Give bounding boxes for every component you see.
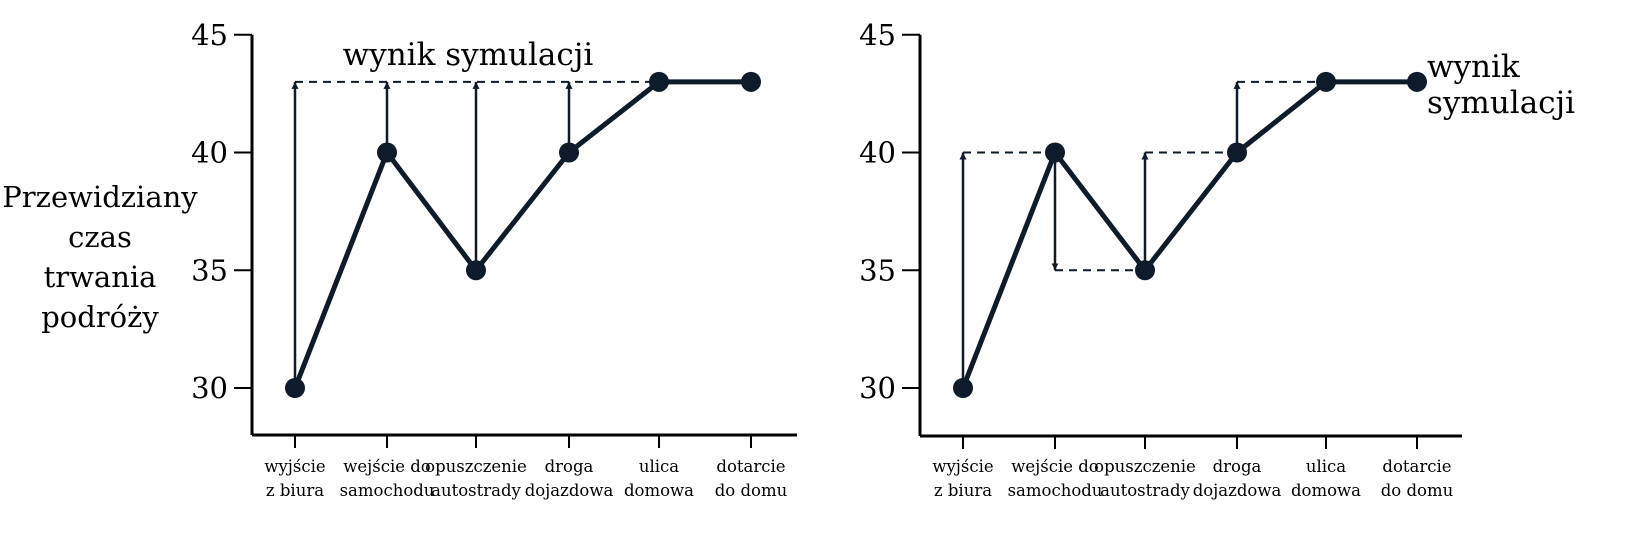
x-tick-label: opuszczenie	[1094, 457, 1196, 476]
y-tick-label: 45	[859, 18, 896, 52]
x-tick-label: domowa	[624, 481, 694, 500]
annotation-label: wynik symulacji	[343, 37, 594, 73]
x-tick-label: wejście do	[343, 457, 431, 476]
x-tick-label: ulica	[1306, 457, 1346, 476]
x-tick-label: z biura	[266, 481, 324, 500]
annotation-label: symulacji	[1427, 85, 1575, 121]
x-tick-label: dotarcie	[716, 457, 785, 476]
x-tick-label: z biura	[934, 481, 992, 500]
x-tick-label: samochodu	[340, 481, 435, 500]
data-point	[466, 260, 486, 281]
data-point	[559, 142, 579, 163]
data-point	[953, 378, 973, 398]
x-tick-label: ulica	[639, 457, 679, 476]
data-point	[1407, 71, 1427, 92]
y-tick-label: 30	[191, 371, 228, 405]
x-tick-label: wyjście	[264, 457, 325, 476]
y-tick-label: 30	[859, 371, 896, 405]
series-line	[292, 79, 751, 389]
x-tick-label: dojazdowa	[1193, 481, 1282, 500]
data-point	[1316, 71, 1336, 92]
x-tick-label: domowa	[1291, 481, 1361, 500]
data-point	[1045, 142, 1065, 163]
y-axis-label: czas	[68, 220, 132, 254]
data-point	[285, 378, 305, 398]
x-tick-label: droga	[1213, 457, 1262, 476]
x-tick-label: do domu	[1381, 481, 1454, 500]
data-point	[1227, 142, 1247, 163]
data-point	[649, 71, 669, 92]
x-tick-label: wyjście	[932, 457, 993, 476]
x-tick-label: autostrady	[1100, 481, 1190, 500]
data-point	[741, 71, 761, 92]
x-tick-label: dojazdowa	[525, 481, 614, 500]
chart-panel-2: 30 35 40 45 wyjście z biura wejście do samochod…	[859, 18, 1575, 500]
data-point	[1135, 260, 1155, 281]
x-tick-label: autostrady	[431, 481, 521, 500]
y-axis-label: podróży	[41, 300, 159, 334]
x-tick-label: opuszczenie	[425, 457, 527, 476]
x-tick-label: dotarcie	[1382, 457, 1451, 476]
x-tick-label: do domu	[715, 481, 788, 500]
y-tick-label: 40	[859, 136, 896, 170]
x-tick-label: wejście do	[1011, 457, 1099, 476]
chart-panel-1: 30 35 40 45 wyjście z biura wejście do samochod…	[2, 18, 797, 500]
y-tick-label: 35	[859, 253, 896, 287]
y-tick-label: 40	[191, 136, 228, 170]
y-axis-label: Przewidziany	[2, 180, 198, 214]
series-line	[960, 79, 1417, 389]
y-axis-label: trwania	[44, 260, 157, 294]
x-tick-label: samochodu	[1008, 481, 1103, 500]
y-tick-label: 45	[191, 18, 228, 52]
y-tick-label: 35	[191, 253, 228, 287]
x-tick-label: droga	[545, 457, 594, 476]
annotation-label: wynik	[1427, 49, 1520, 85]
data-point	[377, 142, 397, 163]
